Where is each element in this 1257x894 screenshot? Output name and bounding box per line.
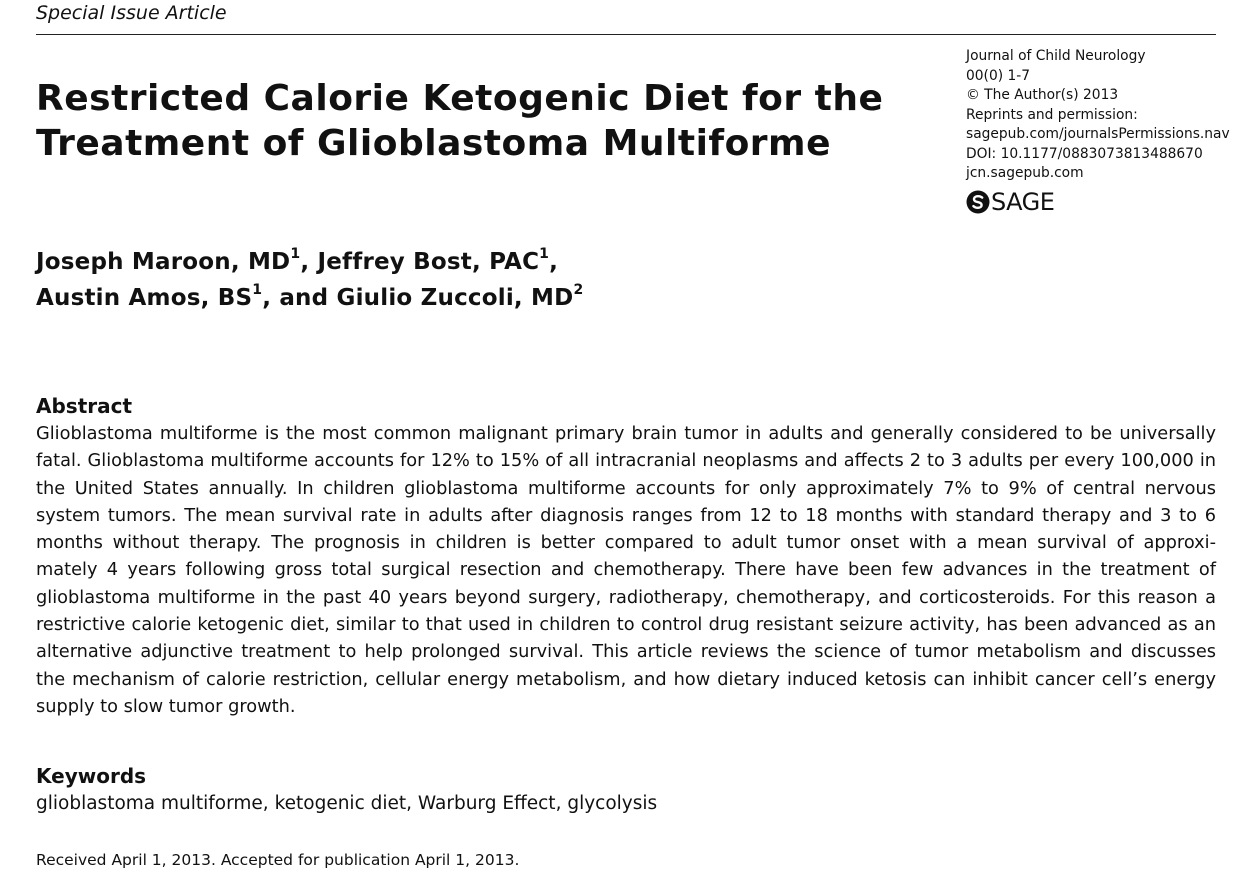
keywords-heading: Keywords bbox=[36, 764, 147, 788]
title-line-2: Treatment of Glioblastoma Multiforme bbox=[36, 123, 831, 164]
reprints-line: Reprints and permission: bbox=[966, 106, 1138, 123]
keywords-text: glioblastoma multiforme, ketogenic diet,… bbox=[36, 793, 658, 814]
author-separator: , and bbox=[262, 285, 337, 311]
author-line-1: Joseph Maroon, MD1, Jeffrey Bost, PAC1, bbox=[36, 246, 583, 282]
doi-line[interactable]: DOI: 10.1177/0883073813488670 bbox=[966, 145, 1203, 162]
journal-name: Journal of Child Neurology bbox=[966, 48, 1146, 64]
author-list: Joseph Maroon, MD1, Jeffrey Bost, PAC1, … bbox=[36, 246, 583, 318]
sage-logo-text: SAGE bbox=[991, 188, 1055, 216]
author-name: Austin Amos, BS bbox=[36, 285, 253, 311]
header-rule bbox=[36, 34, 1216, 35]
copyright-line: © The Author(s) 2013 bbox=[966, 87, 1119, 103]
abstract-line: the United States annually. In children … bbox=[36, 478, 1216, 499]
abstract-line: mately 4 years following gross total sur… bbox=[36, 560, 1216, 581]
abstract-body: Glioblastoma multiforme is the most comm… bbox=[36, 421, 1216, 721]
author-separator: , bbox=[549, 249, 559, 275]
abstract-line: restrictive calorie ketogenic diet, simi… bbox=[36, 615, 1216, 636]
abstract-line: glioblastoma multiforme in the past 40 y… bbox=[36, 587, 1216, 608]
received-dates: Received April 1, 2013. Accepted for pub… bbox=[36, 851, 520, 869]
abstract-line: the mechanism of calorie restriction, ce… bbox=[36, 669, 1216, 690]
title-line-1: Restricted Calorie Ketogenic Diet for th… bbox=[36, 78, 884, 119]
author-line-2: Austin Amos, BS1, and Giulio Zuccoli, MD… bbox=[36, 282, 583, 318]
author-affiliation: 1 bbox=[290, 246, 301, 262]
abstract-heading: Abstract bbox=[36, 394, 133, 418]
author-name: Joseph Maroon, MD bbox=[36, 249, 291, 275]
journal-site-link[interactable]: jcn.sagepub.com bbox=[966, 165, 1084, 181]
abstract-line: months without therapy. The prognosis in… bbox=[36, 533, 1216, 554]
section-label: Special Issue Article bbox=[36, 2, 227, 24]
author-name: Jeffrey Bost, PAC bbox=[317, 249, 540, 275]
author-affiliation: 1 bbox=[539, 246, 550, 262]
abstract-line: fatal. Glioblastoma multiforme accounts … bbox=[36, 451, 1216, 472]
abstract-line: alternative adjunctive treatment to help… bbox=[36, 642, 1216, 663]
sage-logo: SAGE bbox=[966, 187, 1055, 217]
sage-logo-icon bbox=[966, 190, 990, 214]
abstract-line: supply to slow tumor growth. bbox=[36, 696, 296, 717]
author-affiliation: 1 bbox=[252, 282, 263, 298]
abstract-line: Glioblastoma multiforme is the most comm… bbox=[36, 424, 1216, 444]
journal-info: Journal of Child Neurology 00(0) 1-7 © T… bbox=[966, 47, 1246, 184]
author-affiliation: 2 bbox=[573, 282, 584, 298]
permissions-link[interactable]: sagepub.com/journalsPermissions.nav bbox=[966, 126, 1230, 142]
article-title: Restricted Calorie Ketogenic Diet for th… bbox=[36, 76, 896, 166]
abstract-line: system tumors. The mean survival rate in… bbox=[36, 505, 1216, 526]
journal-volume: 00(0) 1-7 bbox=[966, 67, 1031, 84]
author-separator: , bbox=[300, 249, 318, 275]
author-name: Giulio Zuccoli, MD bbox=[336, 285, 574, 311]
